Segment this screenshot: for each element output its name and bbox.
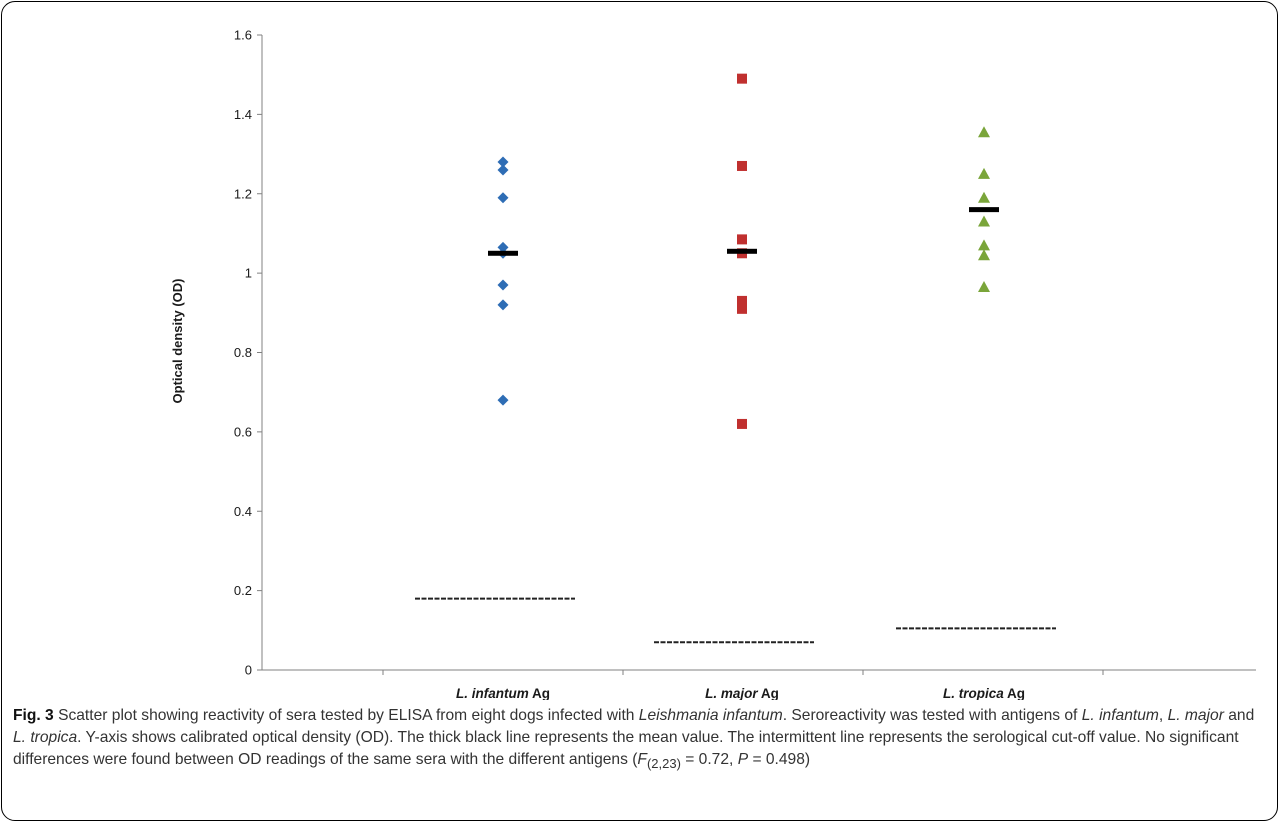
mean-lines [488,207,999,256]
data-point-diamond [497,299,509,311]
caption-text-5: . Y-axis shows calibrated optical densit… [13,729,1239,768]
caption-text-1: Scatter plot showing reactivity of sera … [53,707,639,724]
caption-stat-df: (2,23) [646,756,681,772]
data-point-square [737,73,747,84]
y-tick-label: 1 [245,266,252,281]
data-point-diamond [497,279,509,291]
caption-stat-f: F [637,751,647,768]
data-point-diamond [497,156,509,168]
figure-label: Fig. 3 [13,707,54,724]
figure-caption: Fig. 3 Scatter plot showing reactivity o… [13,705,1265,775]
y-tick-label: 0.2 [234,583,252,598]
data-point-square [737,234,747,245]
data-point-triangle [978,167,990,179]
y-tick-label: 0.8 [234,345,252,360]
y-axis-label: Optical density (OD) [170,279,185,404]
caption-text-6: = 0.72, [680,751,738,768]
data-point-diamond [497,241,509,253]
mean-line [488,250,518,256]
data-point-square [737,418,747,429]
data-point-triangle [978,239,990,251]
data-points [497,73,990,429]
caption-antigen-3: L. tropica [13,729,78,746]
x-category-label: L. major Ag [705,686,779,700]
mean-line [969,207,999,213]
data-point-triangle [978,249,990,261]
caption-species: Leishmania infantum [638,707,783,724]
y-tick-label: 0.6 [234,424,252,439]
caption-text-4: and [1223,707,1255,724]
data-point-square [737,295,747,306]
data-point-triangle [978,126,990,138]
data-point-triangle [978,215,990,227]
x-category-label: L. tropica Ag [943,686,1025,700]
y-tick-label: 1.4 [234,107,252,122]
cutoff-lines [415,597,1056,644]
data-point-square [737,303,747,314]
caption-text-2: . Seroreactivity was tested with antigen… [782,707,1082,724]
y-tick-label: 1.2 [234,186,252,201]
data-point-triangle [978,281,990,293]
y-tick-label: 0.4 [234,504,252,519]
y-tick-label: 0 [245,663,252,678]
caption-antigen-1: L. infantum [1081,707,1159,724]
y-tick-label: 1.6 [234,28,252,43]
caption-stat-p: P [737,751,749,768]
mean-line [727,248,757,254]
data-point-square [737,160,747,171]
data-point-triangle [978,191,990,203]
caption-text-7: = 0.498) [748,751,811,768]
caption-antigen-2: L. major [1167,707,1224,724]
axes: 0 0.2 0.4 0.6 0.8 1 1.2 1.4 1.6 [234,28,1256,678]
caption-text-3: , [1158,707,1168,724]
scatter-chart: 00.20.40.60.811.21.41.6 L. infantum Ag L.… [170,28,1256,700]
x-category-label: L. infantum Ag [456,686,550,700]
category-labels: L. infantum Ag L. major Ag L. tropica Ag [456,686,1025,700]
data-point-diamond [497,164,509,176]
data-point-diamond [497,394,509,406]
data-point-diamond [497,192,509,204]
